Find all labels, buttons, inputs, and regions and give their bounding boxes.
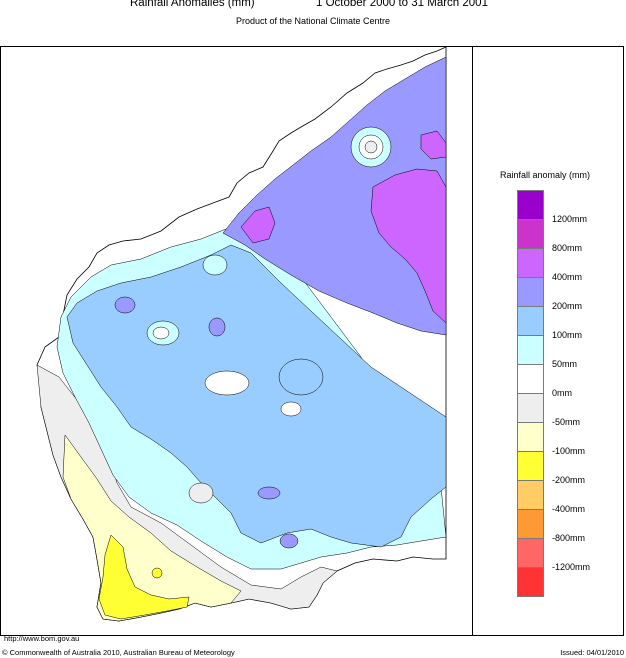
footer-url[interactable]: http://www.bom.gov.au (4, 634, 80, 643)
pocket-0mm-1 (204, 370, 250, 396)
legend-label: -200mm (552, 475, 586, 485)
region-100mm (66, 244, 447, 548)
legend-swatch (517, 306, 544, 336)
pocket-200mm-2 (114, 296, 136, 314)
map-subtitle: Product of the National Climate Centre (235, 16, 391, 26)
legend-swatch (517, 509, 544, 539)
map-frame (0, 46, 624, 636)
legend-swatch (517, 451, 544, 481)
legend-label: 400mm (552, 272, 583, 282)
legend-title: Rainfall anomaly (mm) (500, 170, 591, 180)
map-title: Rainfall Anomalies (mm) (130, 0, 255, 9)
pocket-minus50-1 (188, 482, 214, 504)
legend-swatch (517, 277, 544, 307)
pocket-minus200-1 (151, 567, 163, 579)
legend-label: 50mm (552, 359, 578, 369)
legend-label: -1200mm (552, 562, 591, 572)
region-400mm-west (240, 206, 276, 244)
footer-copyright: © Commonwealth of Australia 2010, Austra… (2, 648, 235, 657)
legend-label: 200mm (552, 301, 583, 311)
legend-swatch (517, 364, 544, 394)
legend-label: -100mm (552, 446, 586, 456)
legend-label: 800mm (552, 243, 583, 253)
region-400mm-north (370, 168, 447, 324)
legend-swatch (517, 567, 544, 597)
pocket-200mm-4 (257, 486, 281, 500)
pocket-100mm-2 (202, 254, 228, 276)
pocket-0mm-3 (152, 326, 170, 340)
legend-label: 0mm (552, 388, 572, 398)
legend-label: -400mm (552, 504, 586, 514)
legend-divider (472, 46, 473, 636)
legend-swatch (517, 219, 544, 249)
legend-label: -50mm (552, 417, 581, 427)
legend-label: -800mm (552, 533, 586, 543)
legend-swatch (517, 480, 544, 510)
legend-swatch (517, 393, 544, 423)
rainfall-anomaly-map (36, 47, 447, 622)
region-400mm-kimberley (420, 130, 447, 160)
legend-swatch (517, 538, 544, 568)
region-minus200 (98, 534, 190, 620)
pocket-100mm-1 (278, 358, 324, 396)
legend-label: 100mm (552, 330, 583, 340)
map-period: 1 October 2000 to 31 March 2001 (316, 0, 488, 9)
footer-issued: Issued: 04/01/2010 (560, 648, 624, 657)
legend-swatch (517, 422, 544, 452)
pocket-200mm-3 (279, 533, 299, 549)
region-200mm (222, 56, 447, 336)
header: Rainfall Anomalies (mm) 1 October 2000 t… (0, 0, 626, 14)
legend-label: 1200mm (552, 214, 588, 224)
pocket-0mm-2 (280, 401, 302, 417)
legend-swatch (517, 190, 544, 220)
bullseye-inner (364, 140, 378, 154)
legend-swatch (517, 335, 544, 365)
legend-swatch (517, 248, 544, 278)
pocket-200mm-1 (208, 317, 226, 337)
